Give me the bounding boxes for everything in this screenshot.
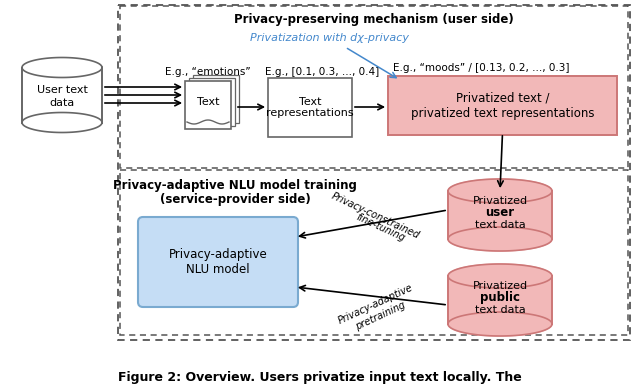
FancyBboxPatch shape [189,78,235,126]
Text: Privatized: Privatized [472,281,527,291]
Text: Text
representations: Text representations [266,97,354,118]
Text: pretraining: pretraining [354,300,407,332]
FancyBboxPatch shape [185,81,231,129]
Text: data: data [49,98,75,108]
Polygon shape [22,67,102,122]
Text: E.g., [0.1, 0.3, ..., 0.4]: E.g., [0.1, 0.3, ..., 0.4] [265,67,380,77]
Text: Privacy-adaptive NLU model training: Privacy-adaptive NLU model training [113,179,357,193]
Text: Privacy-preserving mechanism (user side): Privacy-preserving mechanism (user side) [234,14,514,27]
Text: fine-tuning: fine-tuning [355,212,406,243]
Polygon shape [448,179,552,203]
FancyBboxPatch shape [193,75,239,123]
Text: user: user [485,206,515,220]
Polygon shape [448,276,552,324]
Text: Privatized text /
privatized text representations: Privatized text / privatized text repres… [411,92,595,119]
Polygon shape [448,264,552,288]
Text: User text: User text [36,85,88,95]
FancyBboxPatch shape [138,217,298,307]
Text: (service-provider side): (service-provider side) [159,193,310,206]
Polygon shape [448,312,552,336]
Polygon shape [22,57,102,78]
FancyBboxPatch shape [388,76,617,135]
Text: Figure 2: Overview. Users privatize input text locally. The: Figure 2: Overview. Users privatize inpu… [118,372,522,385]
Text: public: public [480,291,520,305]
Text: text data: text data [475,220,525,230]
Text: E.g., “moods” / [0.13, 0.2, ..., 0.3]: E.g., “moods” / [0.13, 0.2, ..., 0.3] [393,63,570,73]
Text: Privatization with dχ-privacy: Privatization with dχ-privacy [250,33,410,43]
Text: Privatized: Privatized [472,196,527,206]
Text: E.g., “emotions”: E.g., “emotions” [165,67,251,77]
Text: text data: text data [475,305,525,315]
Polygon shape [448,191,552,239]
FancyBboxPatch shape [268,78,352,137]
Text: Privacy-constrained: Privacy-constrained [330,191,421,240]
Polygon shape [448,227,552,251]
Text: Privacy-adaptive: Privacy-adaptive [337,282,415,326]
Text: Text: Text [196,97,220,107]
Polygon shape [22,112,102,133]
Text: Privacy-adaptive
NLU model: Privacy-adaptive NLU model [168,248,268,276]
